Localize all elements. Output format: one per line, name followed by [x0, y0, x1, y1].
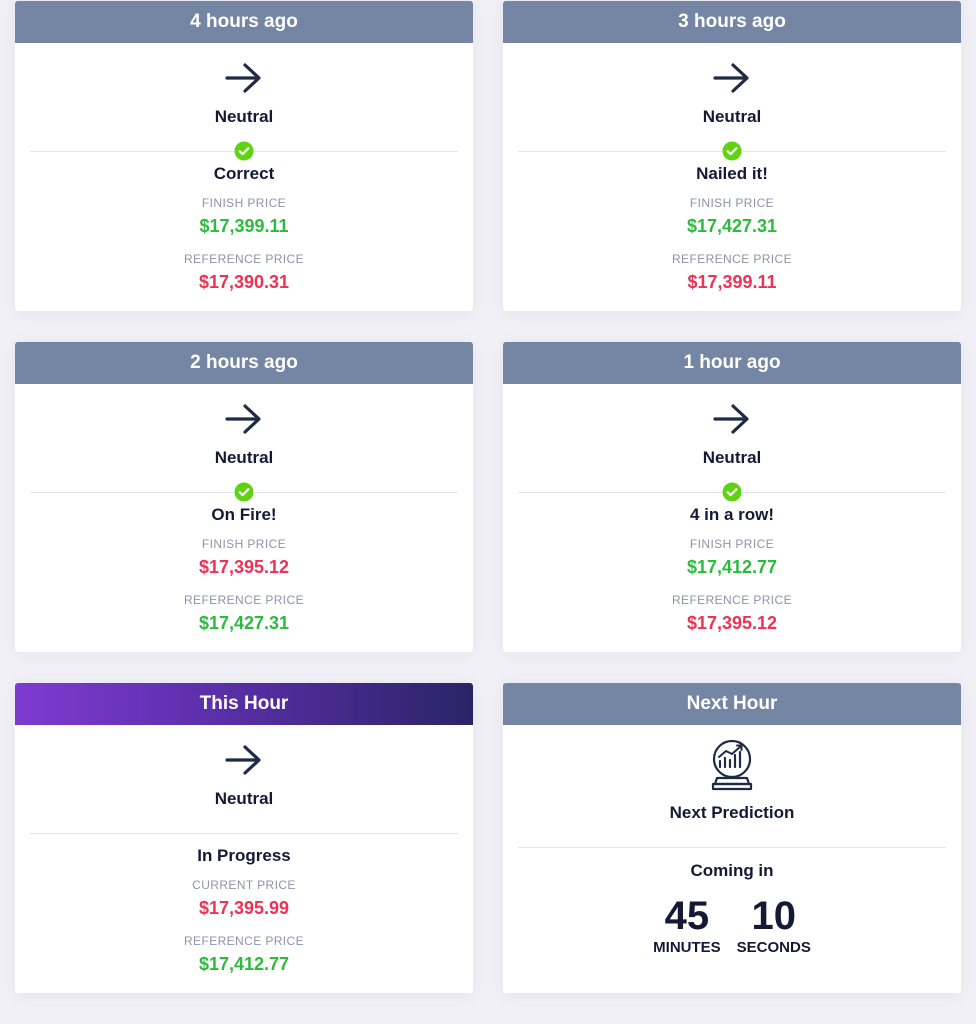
- prediction-label: Neutral: [214, 448, 274, 467]
- prediction-label: Neutral: [214, 107, 274, 126]
- arrow-right-icon: [503, 61, 961, 95]
- result-label: On Fire!: [211, 505, 277, 524]
- arrow-right-icon: [15, 402, 473, 436]
- reference-price-value: $17,390.31: [198, 272, 290, 292]
- reference-price-label: REFERENCE PRICE: [183, 593, 305, 607]
- history-card-4h: 4 hours ago Neutral Correct FINISH PRICE…: [15, 1, 473, 311]
- reference-price-value: $17,412.77: [198, 954, 290, 974]
- finish-price-value: $17,412.77: [686, 557, 778, 577]
- check-circle-icon: [234, 141, 254, 161]
- divider: [30, 833, 458, 834]
- prediction-label: Neutral: [214, 789, 274, 808]
- arrow-right-icon: [503, 402, 961, 436]
- reference-price-label: REFERENCE PRICE: [671, 252, 793, 266]
- result-label: 4 in a row!: [689, 505, 775, 524]
- check-circle-icon: [234, 482, 254, 502]
- finish-price-value: $17,395.12: [198, 557, 290, 577]
- next-prediction-title: Next Prediction: [669, 803, 795, 822]
- countdown-minutes: 45 MINUTES: [653, 895, 721, 956]
- check-circle-icon: [722, 482, 742, 502]
- finish-price-label: FINISH PRICE: [201, 537, 287, 551]
- coming-in-label: Coming in: [690, 861, 774, 880]
- seconds-label: SECONDS: [736, 939, 811, 956]
- finish-price-label: FINISH PRICE: [689, 537, 775, 551]
- countdown-seconds: 10 SECONDS: [737, 895, 811, 956]
- arrow-right-icon: [15, 743, 473, 777]
- current-price-value: $17,395.99: [198, 898, 290, 918]
- card-header: This Hour: [15, 683, 473, 725]
- card-header: Next Hour: [503, 683, 961, 725]
- reference-price-label: REFERENCE PRICE: [183, 252, 305, 266]
- finish-price-value: $17,399.11: [199, 216, 289, 236]
- seconds-value: 10: [751, 894, 797, 938]
- history-card-1h: 1 hour ago Neutral 4 in a row! FINISH PR…: [503, 342, 961, 652]
- reference-price-value: $17,399.11: [687, 272, 777, 292]
- crystal-ball-chart-icon: [503, 737, 961, 793]
- minutes-label: MINUTES: [653, 939, 721, 956]
- next-hour-card: Next Hour Next Prediction Coming in 45 M…: [503, 683, 961, 993]
- current-price-label: CURRENT PRICE: [192, 878, 296, 892]
- card-header: 4 hours ago: [15, 1, 473, 43]
- reference-price-label: REFERENCE PRICE: [671, 593, 793, 607]
- finish-price-label: FINISH PRICE: [689, 196, 775, 210]
- minutes-value: 45: [664, 894, 710, 938]
- arrow-right-icon: [15, 61, 473, 95]
- check-circle-icon: [722, 141, 742, 161]
- card-header: 1 hour ago: [503, 342, 961, 384]
- card-header: 2 hours ago: [15, 342, 473, 384]
- card-header: 3 hours ago: [503, 1, 961, 43]
- reference-price-value: $17,427.31: [198, 613, 290, 633]
- reference-price-label: REFERENCE PRICE: [183, 934, 305, 948]
- history-card-2h: 2 hours ago Neutral On Fire! FINISH PRIC…: [15, 342, 473, 652]
- result-label: Nailed it!: [696, 164, 768, 183]
- reference-price-value: $17,395.12: [686, 613, 778, 633]
- finish-price-label: FINISH PRICE: [201, 196, 287, 210]
- history-card-3h: 3 hours ago Neutral Nailed it! FINISH PR…: [503, 1, 961, 311]
- countdown-timer: 45 MINUTES 10 SECONDS: [503, 895, 961, 956]
- finish-price-value: $17,427.31: [686, 216, 778, 236]
- prediction-label: Neutral: [702, 448, 762, 467]
- result-label: Correct: [213, 164, 275, 183]
- result-label: In Progress: [197, 846, 291, 865]
- current-hour-card: This Hour Neutral In Progress CURRENT PR…: [15, 683, 473, 993]
- prediction-label: Neutral: [702, 107, 762, 126]
- divider: [518, 847, 946, 848]
